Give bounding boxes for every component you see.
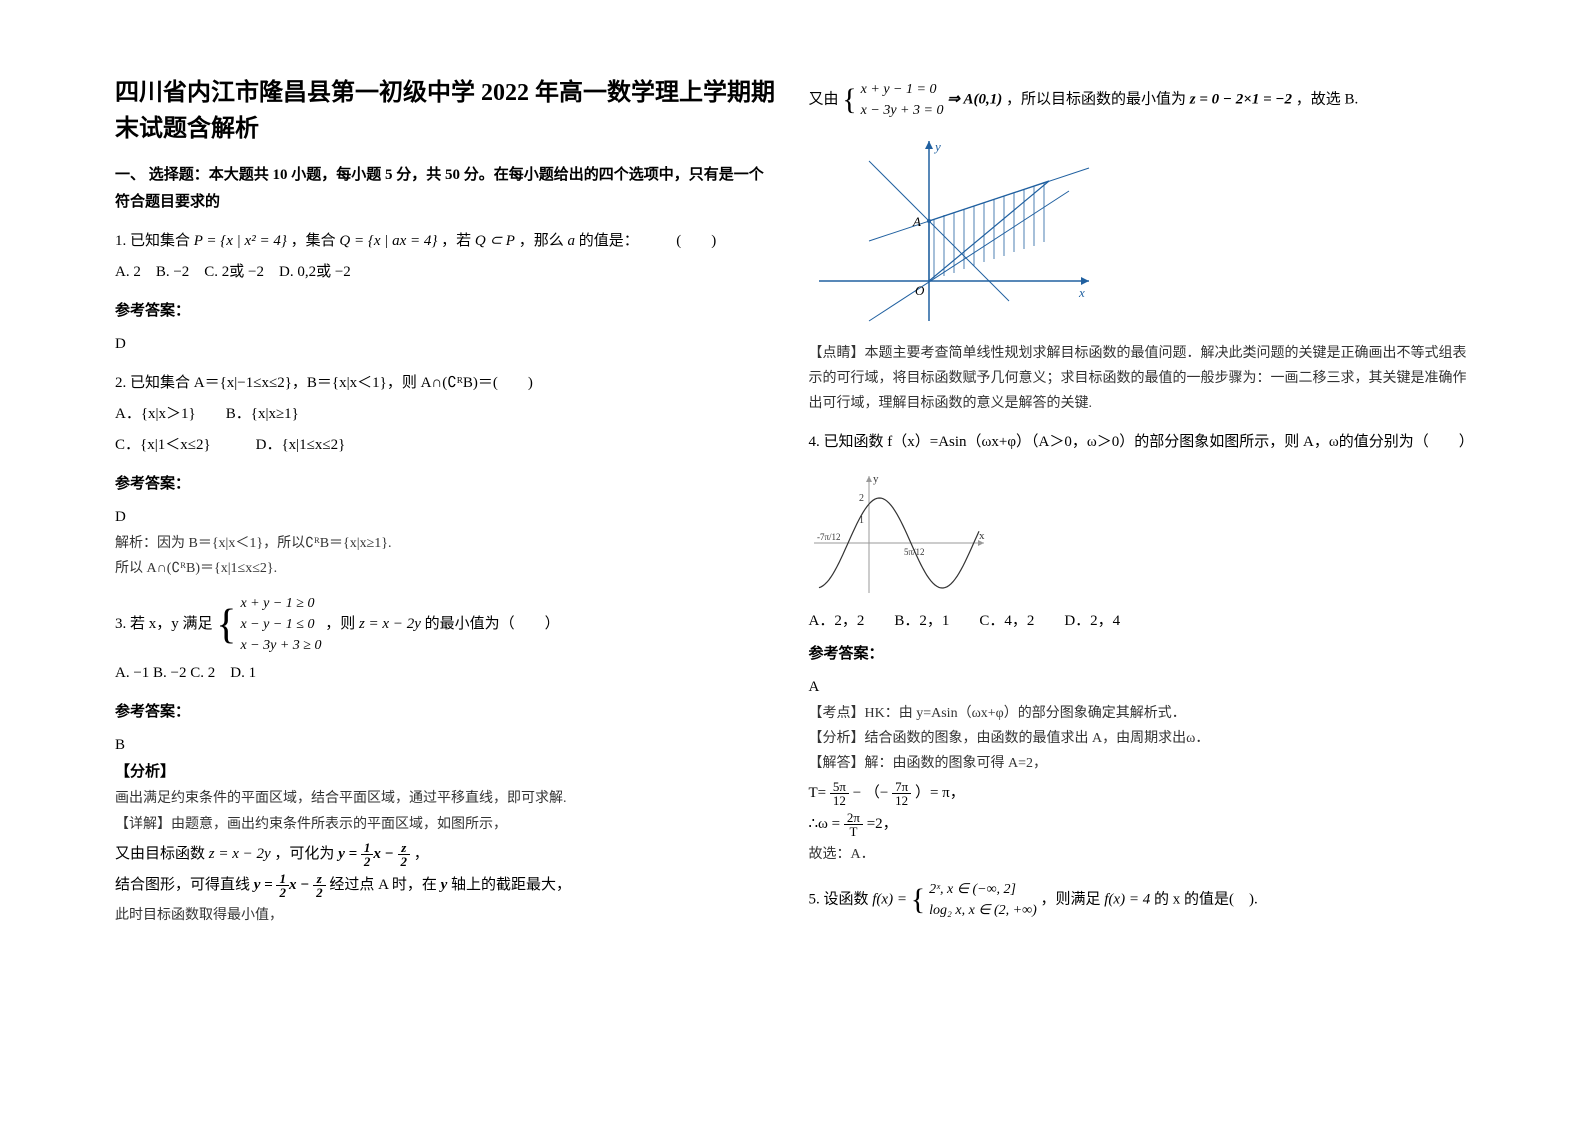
q5-p2: log₂ x, x ∈ (2, +∞) bbox=[929, 900, 1037, 921]
q4-explain6: 故选：A． bbox=[809, 842, 1473, 867]
svg-text:O: O bbox=[915, 283, 925, 298]
q3-e3d: ， bbox=[414, 846, 429, 862]
svg-text:5π/12: 5π/12 bbox=[904, 547, 925, 557]
q2-explain2: 所以 A∩(∁ᴿB)＝{x|1≤x≤2}. bbox=[115, 556, 778, 581]
c2-l1c: ，所以目标函数的最小值为 bbox=[1006, 91, 1186, 107]
q4-e5a: ∴ω = bbox=[809, 816, 844, 832]
q3-obj: z = x − 2y bbox=[359, 616, 421, 632]
svg-text:1: 1 bbox=[859, 515, 864, 526]
q4-line1: 4. 已知函数 f（x）=Asin（ωx+φ）（A＞0，ω＞0）的部分图象如图所… bbox=[809, 429, 1473, 456]
q3-sys3: x − 3y + 3 ≥ 0 bbox=[240, 635, 321, 656]
q5-prefix: 5. 设函数 bbox=[809, 892, 869, 908]
left-brace-icon: { bbox=[842, 85, 856, 115]
q3-e4var: y bbox=[441, 877, 448, 893]
left-brace-icon: { bbox=[911, 885, 925, 915]
question-4: 4. 已知函数 f（x）=Asin（ωx+φ）（A＞0，ω＞0）的部分图象如图所… bbox=[809, 429, 1473, 456]
c2-l1b: ⇒ A(0,1) bbox=[947, 91, 1002, 107]
svg-text:-7π/12: -7π/12 bbox=[817, 532, 841, 542]
answer-label: 参考答案： bbox=[115, 699, 778, 726]
q4-e4b: − （− bbox=[853, 785, 892, 801]
q3-options: A. −1 B. −2 C. 2 D. 1 bbox=[115, 660, 778, 687]
q4-e5b: =2， bbox=[867, 816, 898, 832]
q2-line1: 2. 已知集合 A＝{x|−1≤x≤2}，B＝{x|x＜1}，则 A∩(∁ᴿB)… bbox=[115, 370, 778, 397]
q4-explain3: 【解答】解：由函数的图象可得 A=2， bbox=[809, 751, 1473, 776]
q4-e4a: T= bbox=[809, 785, 827, 801]
q1-answer: D bbox=[115, 331, 778, 358]
c2-l1a: 又由 bbox=[809, 91, 839, 107]
q1-mid1: ，集合 bbox=[291, 233, 336, 249]
answer-label: 参考答案： bbox=[809, 641, 1473, 668]
question-3: 3. 若 x，y 满足 { x + y − 1 ≥ 0 x − y − 1 ≤ … bbox=[115, 593, 778, 687]
q3-e3b: z = x − 2y bbox=[209, 846, 271, 862]
q5-mid: ，则满足 bbox=[1041, 892, 1101, 908]
q1-mid2: ，若 bbox=[441, 233, 471, 249]
q5-p1: 2ˣ, x ∈ (−∞, 2] bbox=[929, 879, 1037, 900]
q1-rel: Q ⊂ P bbox=[475, 233, 515, 249]
q5-fx: f(x) = bbox=[872, 892, 907, 908]
q3-explain1: 画出满足约束条件的平面区域，结合平面区域，通过平移直线，即可求解. bbox=[115, 786, 778, 811]
page-title: 四川省内江市隆昌县第一初级中学 2022 年高一数学理上学期期末试题含解析 bbox=[115, 75, 778, 147]
q2-explain1: 解析：因为 B＝{x|x＜1}，所以∁ᴿB＝{x|x≥1}. bbox=[115, 531, 778, 556]
q1-prefix: 1. 已知集合 bbox=[115, 233, 190, 249]
q2-line2: A．{x|x＞1} B．{x|x≥1} bbox=[115, 401, 778, 428]
svg-text:x: x bbox=[979, 530, 985, 542]
question-2: 2. 已知集合 A＝{x|−1≤x≤2}，B＝{x|x＜1}，则 A∩(∁ᴿB)… bbox=[115, 370, 778, 459]
sine-wave-chart: 2 1 -7π/12 5π/12 x y bbox=[809, 468, 1473, 598]
q5-tail: 的 x 的值是( ). bbox=[1154, 892, 1258, 908]
q1-var: a bbox=[567, 233, 575, 249]
question-5: 5. 设函数 f(x) = { 2ˣ, x ∈ (−∞, 2] log₂ x, … bbox=[809, 879, 1473, 921]
q3-e4c: 经过点 A 时，在 bbox=[329, 877, 437, 893]
section-heading: 一、 选择题：本大题共 10 小题，每小题 5 分，共 50 分。在每小题给出的… bbox=[115, 162, 778, 216]
answer-label: 参考答案： bbox=[115, 471, 778, 498]
q4-options: A．2，2 B．2，1 C．4，2 D．2，4 bbox=[809, 608, 1473, 635]
q3-sys2: x − y − 1 ≤ 0 bbox=[240, 614, 321, 635]
q3-sys1: x + y − 1 ≥ 0 bbox=[240, 593, 321, 614]
svg-text:A: A bbox=[912, 214, 921, 229]
svg-text:2: 2 bbox=[859, 493, 864, 504]
q3-explain2: 【详解】由题意，画出约束条件所表示的平面区域，如图所示， bbox=[115, 812, 778, 837]
q1-mid3: ，那么 bbox=[519, 233, 564, 249]
left-brace-icon: { bbox=[216, 604, 236, 646]
analysis-label: 【分析】 bbox=[115, 759, 778, 786]
q4-answer: A bbox=[809, 674, 1473, 701]
question-1: 1. 已知集合 P = {x | x² = 4} ，集合 Q = {x | ax… bbox=[115, 228, 778, 286]
svg-text:x: x bbox=[1078, 285, 1085, 300]
q1-options: A. 2 B. −2 C. 2或 −2 D. 0,2或 −2 bbox=[115, 259, 778, 286]
q3-e3c: ，可化为 bbox=[274, 846, 334, 862]
svg-text:y: y bbox=[873, 473, 879, 485]
q4-explain1: 【考点】HK：由 y=Asin（ωx+φ）的部分图象确定其解析式． bbox=[809, 701, 1473, 726]
c2-l1e: ，故选 B. bbox=[1296, 91, 1359, 107]
q2-answer: D bbox=[115, 504, 778, 531]
svg-text:y: y bbox=[933, 139, 941, 154]
q3-answer: B bbox=[115, 732, 778, 759]
q4-e4c: ）= π， bbox=[915, 785, 965, 801]
q3-e3eq: y = 12x − z2 bbox=[338, 846, 414, 862]
q3-prefix: 3. 若 x，y 满足 bbox=[115, 616, 213, 632]
q1-tail: 的值是： ( ) bbox=[579, 233, 717, 249]
q3-e4b: y = 12x − z2 bbox=[254, 877, 330, 893]
q1-set-q: Q = {x | ax = 4} bbox=[339, 233, 437, 249]
q4-explain2: 【分析】结合函数的图象，由函数的最值求出 A，由周期求出ω． bbox=[809, 726, 1473, 751]
q3-comment: 【点睛】本题主要考查简单线性规划求解目标函数的最值问题．解决此类问题的关键是正确… bbox=[809, 341, 1473, 417]
q2-line3: C．{x|1＜x≤2} D．{x|1≤x≤2} bbox=[115, 432, 778, 459]
answer-label: 参考答案： bbox=[115, 298, 778, 325]
q3-tail: 的最小值为（ ） bbox=[425, 616, 560, 632]
feasible-region-chart: y x O A bbox=[809, 131, 1473, 331]
c2-sys1: x + y − 1 = 0 bbox=[861, 79, 944, 100]
q5-cond: f(x) = 4 bbox=[1104, 892, 1150, 908]
q3-explain5: 此时目标函数取得最小值， bbox=[115, 903, 778, 928]
c2-l1d: z = 0 − 2×1 = −2 bbox=[1190, 91, 1292, 107]
q3-e4d: 轴上的截距最大， bbox=[451, 877, 571, 893]
q3-mid: ，则 bbox=[325, 616, 355, 632]
c2-sys2: x − 3y + 3 = 0 bbox=[861, 100, 944, 121]
q3-e4a: 结合图形，可得直线 bbox=[115, 877, 250, 893]
q3-e3a: 又由目标函数 bbox=[115, 846, 205, 862]
q1-set-p: P = {x | x² = 4} bbox=[194, 233, 287, 249]
